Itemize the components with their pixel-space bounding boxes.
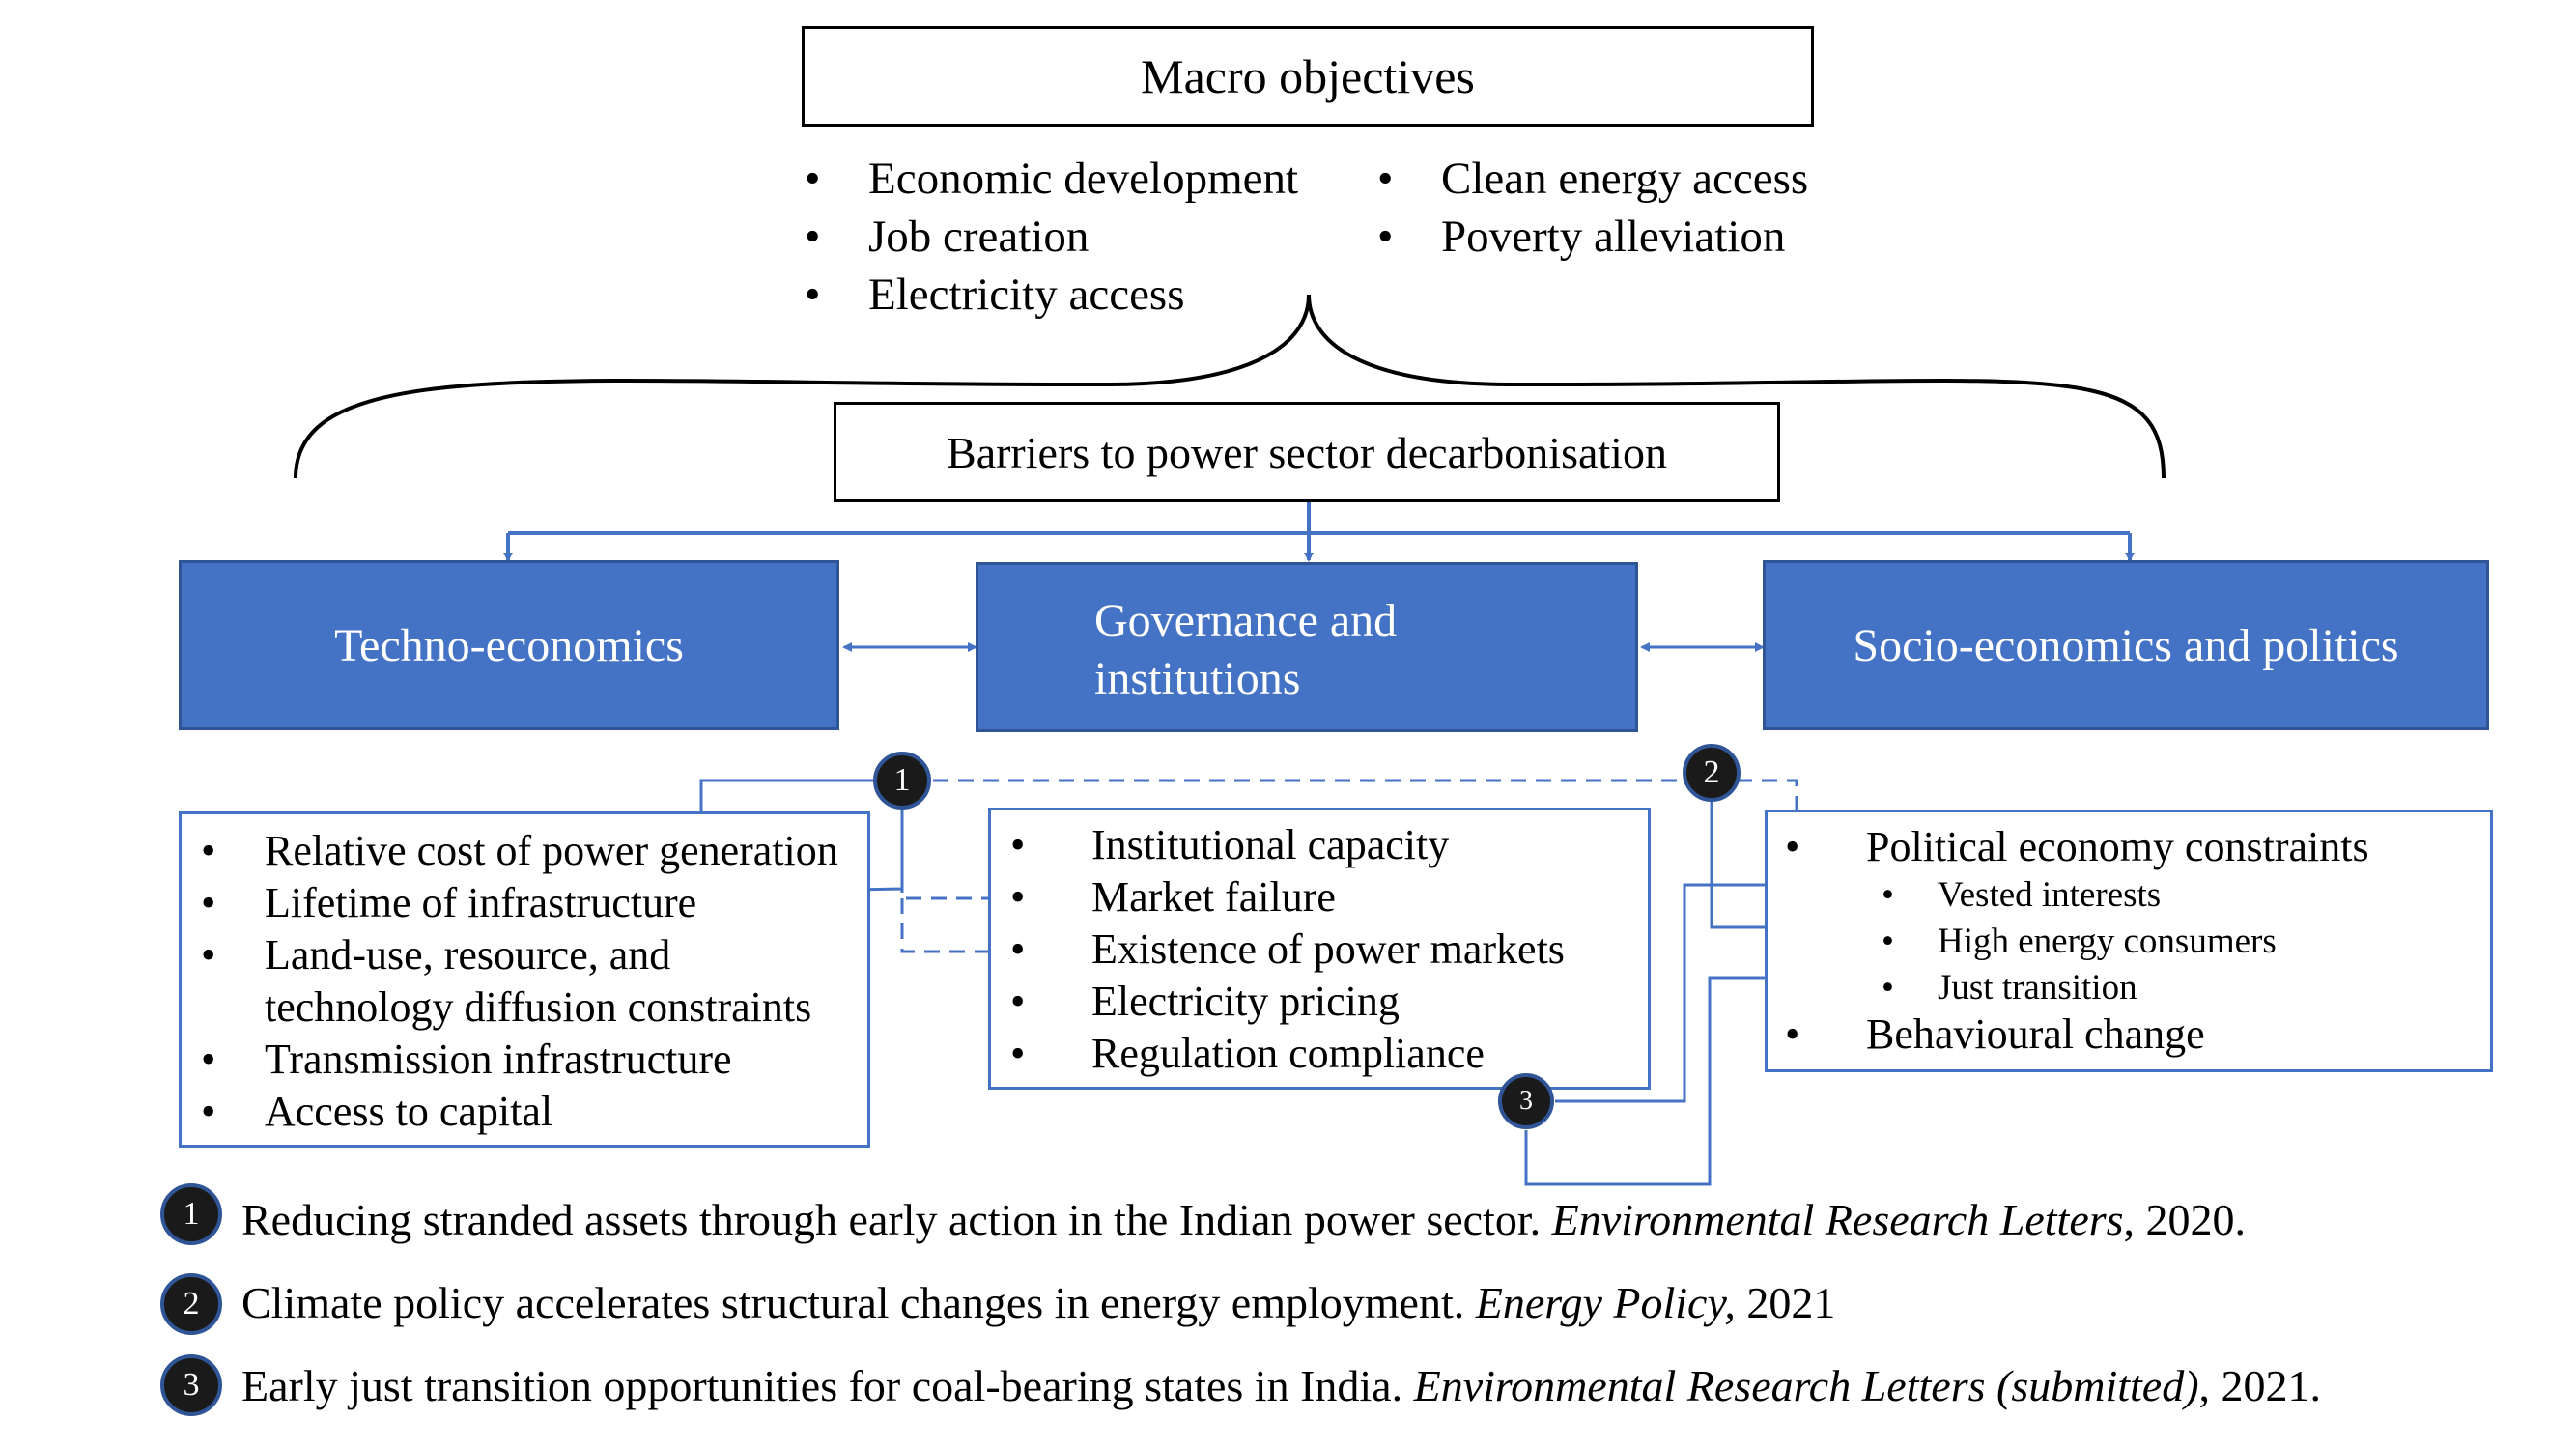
reference-badge-1: 1	[160, 1183, 222, 1245]
paper-badge-2: 2	[1683, 744, 1741, 802]
governance-label-line2: institutions	[1094, 653, 1301, 704]
barriers-title: Barriers to power sector decarbonisation	[947, 427, 1667, 477]
barriers-box: Barriers to power sector decarbonisation	[834, 402, 1780, 502]
techno-economics-label: Techno-economics	[334, 619, 684, 671]
governance-box: Governance and institutions	[976, 562, 1638, 732]
governance-label-line1: Governance and	[1094, 595, 1398, 646]
reference-badge-2: 2	[160, 1273, 222, 1335]
reference-3: Early just transition opportunities for …	[241, 1361, 2322, 1410]
governance-list-box: • Institutional capacity • Market failur…	[988, 808, 1651, 1090]
reference-badge-3: 3	[160, 1354, 222, 1416]
macro-objectives-box: Macro objectives	[802, 26, 1814, 127]
techno-economics-box: Techno-economics	[179, 560, 839, 730]
techno-economics-list-box: • Relative cost of power generation • Li…	[179, 811, 870, 1148]
paper-badge-3: 3	[1498, 1073, 1554, 1129]
curly-brace	[294, 294, 2166, 479]
reference-2: Climate policy accelerates structural ch…	[241, 1278, 1836, 1327]
macro-objectives-title: Macro objectives	[1141, 49, 1475, 103]
socio-economics-box: Socio-economics and politics	[1763, 560, 2489, 730]
barrier-split-connector	[503, 502, 2135, 562]
socio-economics-list-box: • Political economy constraints • Vested…	[1765, 810, 2493, 1072]
paper-badge-1: 1	[873, 752, 931, 810]
socio-economics-label: Socio-economics and politics	[1853, 619, 2399, 671]
reference-1: Reducing stranded assets through early a…	[241, 1195, 2247, 1244]
